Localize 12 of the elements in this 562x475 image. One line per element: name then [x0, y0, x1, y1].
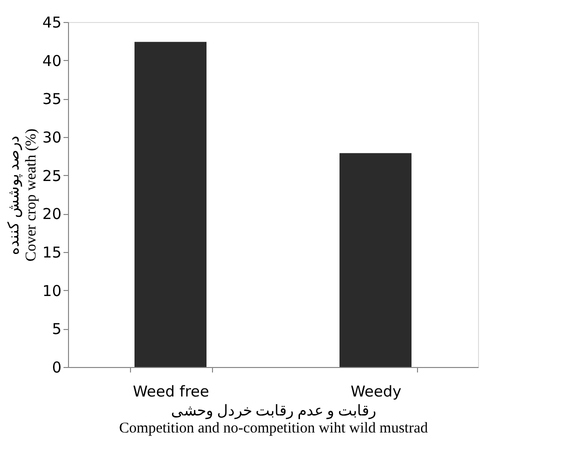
y-tick-label: 30 — [42, 128, 62, 146]
x-tick-label: Weed free — [132, 382, 210, 400]
y-tick-label: 5 — [52, 320, 62, 338]
y-tick-label: 45 — [42, 14, 62, 32]
y-tick-label: 15 — [42, 244, 62, 262]
y-tick-label: 40 — [42, 52, 62, 70]
y-tick-label: 25 — [42, 166, 62, 185]
y-tick-label: 0 — [52, 358, 62, 376]
x-tick-label: Weedy — [350, 382, 402, 400]
y-tick-label: 35 — [42, 90, 62, 108]
y-tick-label: 20 — [42, 205, 62, 224]
y-tick-label: 10 — [42, 282, 62, 300]
